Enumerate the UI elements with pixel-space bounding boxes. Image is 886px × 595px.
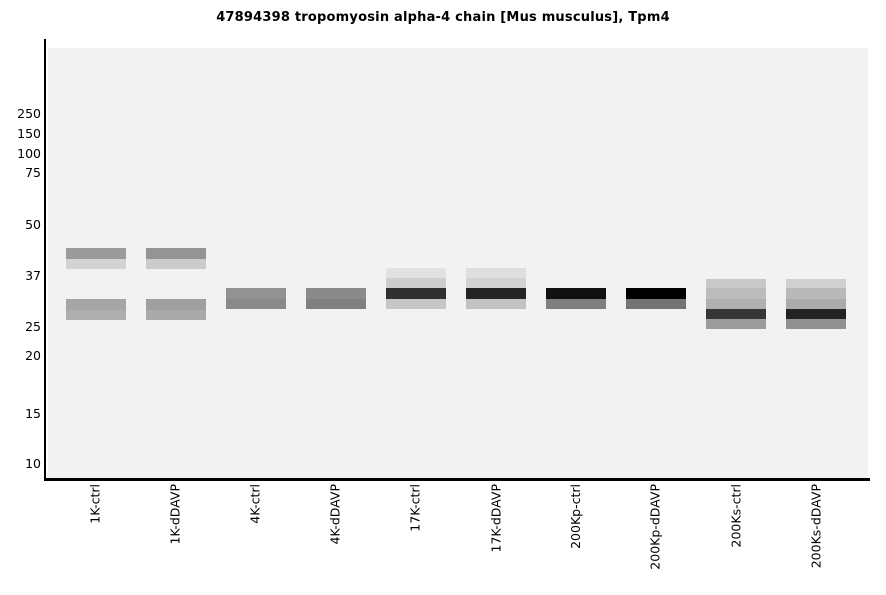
y-tick-label-250: 250 [17,106,41,121]
lane-label-200Kp-dDAVP: 200Kp-dDAVP [648,484,663,570]
gel-band-4K-dDAVP [306,299,366,309]
gel-band-200Ks-dDAVP [786,288,846,299]
gel-band-1K-dDAVP [146,310,206,320]
gel-band-4K-dDAVP [306,288,366,299]
lane-label-1K-ctrl: 1K-ctrl [88,484,103,524]
gel-band-1K-ctrl [66,299,126,310]
gel-band-200Kp-ctrl [546,299,606,309]
lane-label-1K-dDAVP: 1K-dDAVP [168,484,183,545]
lane-label-200Kp-ctrl: 200Kp-ctrl [568,484,583,549]
gel-band-1K-dDAVP [146,248,206,259]
gel-band-17K-ctrl [386,288,446,299]
y-axis-line [44,39,46,481]
gel-band-1K-dDAVP [146,299,206,310]
gel-band-17K-ctrl [386,299,446,309]
y-tick-label-100: 100 [17,146,41,161]
gel-band-17K-ctrl [386,278,446,288]
gel-band-200Ks-dDAVP [786,299,846,309]
gel-band-200Ks-dDAVP [786,319,846,329]
y-tick-label-37: 37 [25,268,41,283]
gel-band-200Ks-ctrl [706,279,766,288]
y-tick-label-25: 25 [25,319,41,334]
gel-band-17K-dDAVP [466,299,526,309]
lane-label-4K-dDAVP: 4K-dDAVP [328,484,343,545]
gel-band-200Kp-dDAVP [626,299,686,309]
y-tick-label-150: 150 [17,126,41,141]
lane-label-200Ks-dDAVP: 200Ks-dDAVP [808,484,823,569]
y-tick-label-15: 15 [25,406,41,421]
gel-band-17K-dDAVP [466,288,526,299]
gel-band-4K-ctrl [226,299,286,309]
gel-band-200Ks-ctrl [706,319,766,329]
x-axis-line [44,478,870,481]
lane-label-17K-dDAVP: 17K-dDAVP [488,484,503,553]
gel-band-200Ks-ctrl [706,288,766,299]
gel-band-200Ks-dDAVP [786,309,846,319]
gel-band-1K-ctrl [66,259,126,269]
lane-label-17K-ctrl: 17K-ctrl [408,484,423,532]
gel-band-200Ks-ctrl [706,309,766,319]
gel-band-4K-ctrl [226,288,286,299]
gel-band-200Ks-dDAVP [786,279,846,288]
y-tick-label-10: 10 [25,456,41,471]
y-tick-label-75: 75 [25,165,41,180]
gel-band-200Kp-ctrl [546,288,606,299]
gel-band-1K-ctrl [66,310,126,320]
chart-title: 47894398 tropomyosin alpha-4 chain [Mus … [216,10,670,25]
y-tick-label-20: 20 [25,348,41,363]
gel-band-200Kp-dDAVP [626,288,686,299]
gel-band-1K-dDAVP [146,259,206,269]
gel-band-17K-dDAVP [466,268,526,278]
y-tick-label-50: 50 [25,217,41,232]
gel-band-200Ks-ctrl [706,299,766,309]
gel-band-17K-dDAVP [466,278,526,288]
lane-label-4K-ctrl: 4K-ctrl [248,484,263,524]
lane-label-200Ks-ctrl: 200Ks-ctrl [728,484,743,548]
gel-band-17K-ctrl [386,268,446,278]
gel-band-1K-ctrl [66,248,126,259]
